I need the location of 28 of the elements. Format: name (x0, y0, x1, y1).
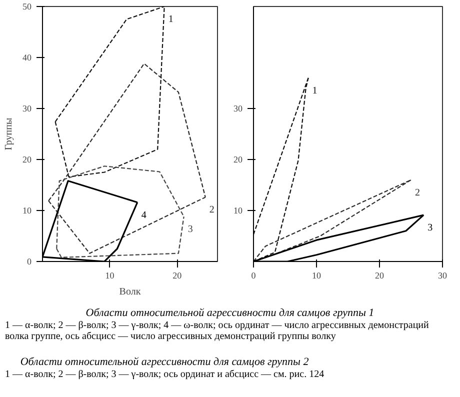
series-label: 3 (428, 222, 433, 234)
y-tick-label: 10 (22, 206, 32, 216)
y-tick-label: 20 (234, 154, 243, 164)
y-tick-label: 40 (22, 52, 32, 62)
x-tick-label: 20 (375, 270, 384, 280)
y-tick-label: 10 (234, 206, 243, 216)
text: Области относительной агрессивности для самцов группы 2 (19, 356, 310, 369)
y-tick-label: 20 (22, 154, 32, 164)
y-tick-label: 30 (22, 104, 32, 114)
x-tick-label: 10 (312, 270, 322, 280)
series-label: 4 (141, 210, 146, 221)
x-tick-label: 20 (172, 270, 182, 280)
x-tick-label: 0 (251, 270, 256, 280)
text: Области относительной агрессивности для самцов группы 1 (84, 307, 376, 320)
text: 1 — α-волк; 2 — β-волк; 3 — γ-волк; 4 — ω-волк; ось ординат — число агрессивных демонстраций волка группе, ось абсцисс — число агрессивных демонстраций группы волку (5, 320, 430, 343)
y-tick-label: 30 (234, 104, 243, 114)
x-axis-title: Волк (119, 286, 141, 298)
series-label: 1 (168, 14, 174, 25)
y-tick-label: 50 (22, 2, 32, 12)
y-tick-label: 0 (27, 256, 32, 266)
series-label: 1 (312, 85, 318, 96)
series-label: 3 (188, 224, 193, 236)
y-axis-title: Группы (4, 118, 14, 150)
x-tick-label: 30 (438, 270, 448, 280)
series-label: 2 (415, 187, 420, 198)
x-tick-label: 10 (105, 270, 115, 280)
text: 1 — α-волк; 2 — β-волк; 3 — γ-волк; ось ординат и абсцисс — см. рис. 124 (5, 368, 324, 380)
series-label: 2 (209, 204, 214, 216)
